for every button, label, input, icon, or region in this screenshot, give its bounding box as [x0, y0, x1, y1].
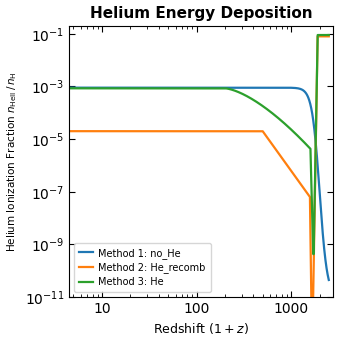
Method 1: no_He: (50.3, 0.0009): no_He: (50.3, 0.0009) — [166, 86, 171, 90]
Method 3: He: (1.71e+03, 4.26e-10): He: (1.71e+03, 4.26e-10) — [311, 252, 315, 256]
Method 2: He_recomb: (6.18, 2e-05): He_recomb: (6.18, 2e-05) — [80, 129, 84, 133]
Method 1: no_He: (14.2, 0.0009): no_He: (14.2, 0.0009) — [114, 86, 118, 90]
Method 3: He: (44.4, 0.00085): He: (44.4, 0.00085) — [161, 86, 165, 90]
Method 2: He_recomb: (189, 2e-05): He_recomb: (189, 2e-05) — [221, 129, 225, 133]
Method 1: no_He: (503, 0.0009): no_He: (503, 0.0009) — [261, 86, 265, 90]
Method 3: He: (683, 7.68e-05): He: (683, 7.68e-05) — [274, 114, 278, 118]
Method 3: He: (4.5, 0.00085): He: (4.5, 0.00085) — [67, 86, 71, 90]
X-axis label: Redshift $(1+z)$: Redshift $(1+z)$ — [153, 321, 249, 337]
Method 3: He: (488, 0.000192): He: (488, 0.000192) — [260, 103, 264, 107]
Method 1: no_He: (2.5e+03, 4.45e-11): no_He: (2.5e+03, 4.45e-11) — [327, 278, 331, 282]
Line: Method 1: no_He: Method 1: no_He — [69, 88, 329, 280]
Method 3: He: (6.18, 0.00085): He: (6.18, 0.00085) — [80, 86, 84, 90]
Method 3: He: (2.5e+03, 0.09): He: (2.5e+03, 0.09) — [327, 33, 331, 37]
Line: Method 2: He_recomb: Method 2: He_recomb — [69, 36, 329, 297]
Method 2: He_recomb: (2.5e+03, 0.08): He_recomb: (2.5e+03, 0.08) — [327, 34, 331, 38]
Method 2: He_recomb: (683, 4.2e-06): He_recomb: (683, 4.2e-06) — [274, 147, 278, 151]
Method 2: He_recomb: (1.63e+03, 1e-11): He_recomb: (1.63e+03, 1e-11) — [309, 295, 313, 299]
Method 1: no_He: (4.5, 0.0009): no_He: (4.5, 0.0009) — [67, 86, 71, 90]
Method 2: He_recomb: (4.5, 2e-05): He_recomb: (4.5, 2e-05) — [67, 129, 71, 133]
Title: Helium Energy Deposition: Helium Energy Deposition — [90, 5, 313, 21]
Line: Method 3: He: Method 3: He — [69, 35, 329, 254]
Method 2: He_recomb: (44.4, 2e-05): He_recomb: (44.4, 2e-05) — [161, 129, 165, 133]
Method 3: He: (189, 0.00085): He: (189, 0.00085) — [221, 86, 225, 90]
Method 2: He_recomb: (488, 2e-05): He_recomb: (488, 2e-05) — [260, 129, 264, 133]
Method 3: He: (1.9e+03, 0.09): He: (1.9e+03, 0.09) — [316, 33, 320, 37]
Legend: Method 1: no_He, Method 2: He_recomb, Method 3: He: Method 1: no_He, Method 2: He_recomb, Me… — [74, 243, 211, 292]
Method 1: no_He: (199, 0.0009): no_He: (199, 0.0009) — [223, 86, 227, 90]
Method 2: He_recomb: (249, 2e-05): He_recomb: (249, 2e-05) — [232, 129, 236, 133]
Method 1: no_He: (813, 0.000899): no_He: (813, 0.000899) — [281, 86, 285, 90]
Method 1: no_He: (274, 0.0009): no_He: (274, 0.0009) — [236, 86, 240, 90]
Method 2: He_recomb: (1.9e+03, 0.08): He_recomb: (1.9e+03, 0.08) — [316, 34, 320, 38]
Y-axis label: Helium Ionization Fraction $n_{\mathrm{HeII}}\,/\,n_{\mathrm{H}}$: Helium Ionization Fraction $n_{\mathrm{H… — [5, 71, 19, 252]
Method 3: He: (249, 0.000707): He: (249, 0.000707) — [232, 88, 236, 92]
